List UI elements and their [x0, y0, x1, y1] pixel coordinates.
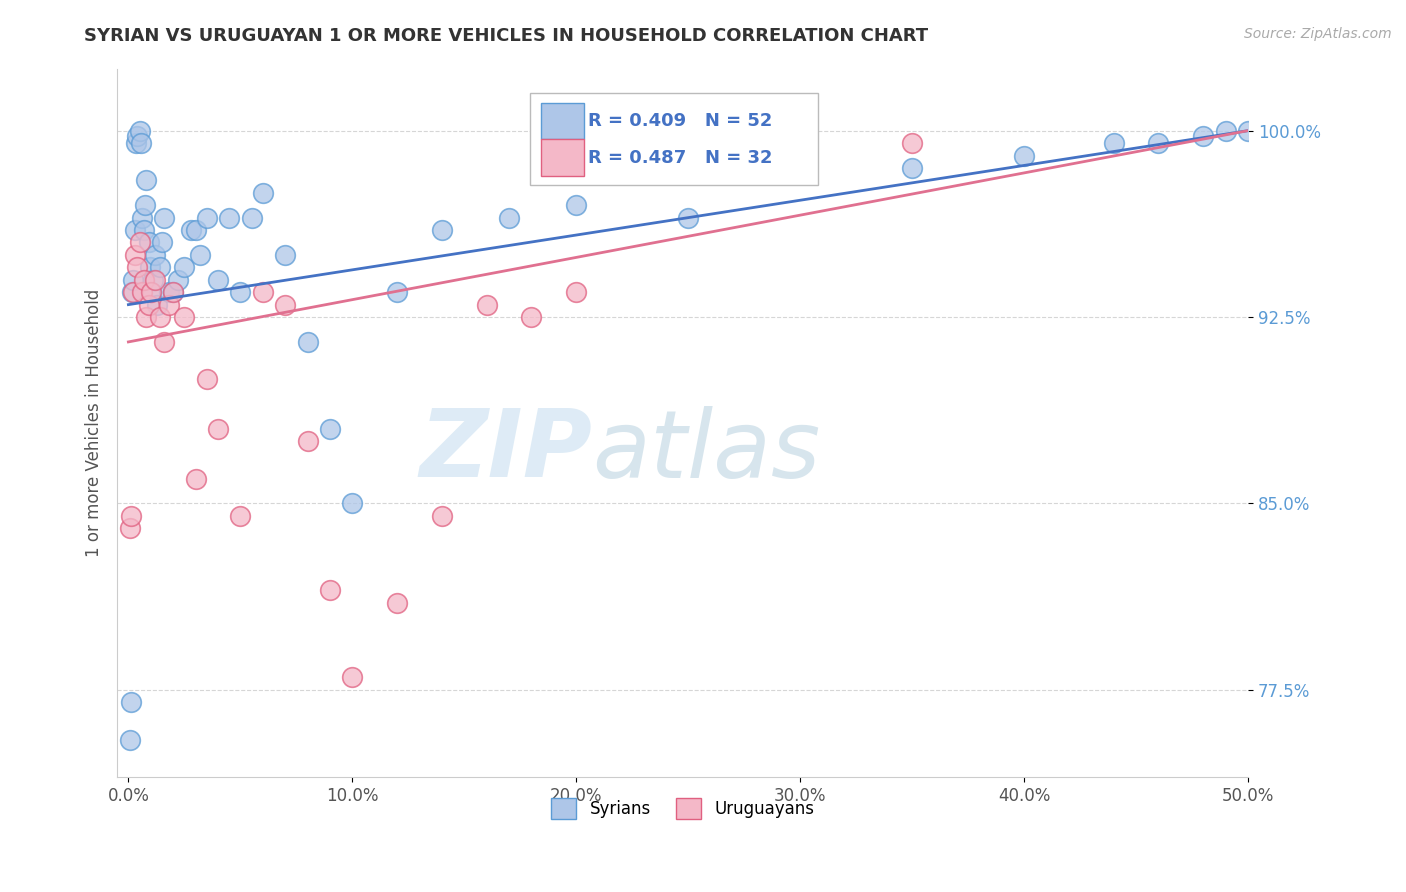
Text: atlas: atlas [592, 406, 820, 497]
Point [131, 211, 153, 225]
Point [385, 596, 408, 610]
Point [195, 211, 218, 225]
Point [143, 273, 166, 287]
Point [162, 285, 184, 300]
Point [135, 310, 157, 324]
Point [138, 235, 160, 250]
Text: R = 0.409   N = 52: R = 0.409 N = 52 [588, 112, 772, 130]
Point [252, 285, 274, 300]
Point [121, 285, 143, 300]
Point [132, 273, 155, 287]
Point [1147, 136, 1170, 150]
Point [901, 136, 924, 150]
Point [121, 273, 143, 287]
Point [124, 248, 146, 262]
Point [319, 422, 342, 436]
Point [138, 260, 160, 275]
Point [157, 285, 180, 300]
Point [188, 248, 211, 262]
Point [195, 372, 218, 386]
Point [218, 211, 240, 225]
Point [252, 186, 274, 200]
Point [342, 496, 364, 510]
Point [1102, 136, 1125, 150]
Text: ZIP: ZIP [419, 405, 592, 497]
Point [153, 334, 176, 349]
Point [430, 223, 453, 237]
Point [127, 128, 149, 143]
Point [149, 310, 172, 324]
Point [124, 223, 146, 237]
FancyBboxPatch shape [530, 94, 818, 186]
Point [901, 161, 924, 175]
Point [134, 198, 156, 212]
Point [139, 285, 162, 300]
Point [1215, 123, 1237, 137]
Point [132, 223, 155, 237]
Point [120, 695, 142, 709]
Point [138, 298, 160, 312]
Point [565, 198, 588, 212]
Point [207, 422, 229, 436]
Point [128, 123, 150, 137]
Point [498, 211, 520, 225]
Point [149, 260, 172, 275]
Point [676, 211, 699, 225]
Point [1012, 148, 1035, 162]
Point [789, 161, 811, 175]
Point [385, 285, 408, 300]
Y-axis label: 1 or more Vehicles in Household: 1 or more Vehicles in Household [86, 289, 103, 557]
FancyBboxPatch shape [541, 103, 585, 139]
Point [150, 235, 173, 250]
Point [120, 508, 142, 523]
FancyBboxPatch shape [541, 139, 585, 177]
Point [297, 434, 319, 449]
Point [229, 508, 252, 523]
Point [121, 285, 143, 300]
Point [207, 273, 229, 287]
Point [143, 248, 166, 262]
Text: Source: ZipAtlas.com: Source: ZipAtlas.com [1244, 27, 1392, 41]
Point [180, 223, 202, 237]
Point [173, 310, 195, 324]
Point [127, 260, 149, 275]
Point [125, 136, 148, 150]
Point [139, 285, 162, 300]
Point [297, 334, 319, 349]
Text: R = 0.487   N = 32: R = 0.487 N = 32 [588, 149, 772, 167]
Point [475, 298, 498, 312]
Point [1192, 128, 1215, 143]
Point [173, 260, 195, 275]
Point [129, 136, 152, 150]
Point [520, 310, 543, 324]
Point [146, 298, 169, 312]
Point [184, 223, 207, 237]
Point [157, 298, 180, 312]
Legend: Syrians, Uruguayans: Syrians, Uruguayans [544, 791, 821, 825]
Point [135, 173, 157, 187]
Point [184, 472, 207, 486]
Point [274, 298, 297, 312]
Point [128, 235, 150, 250]
Point [142, 273, 165, 287]
Point [565, 285, 588, 300]
Point [240, 211, 263, 225]
Point [430, 508, 453, 523]
Point [131, 285, 153, 300]
Point [118, 521, 141, 535]
Point [166, 273, 188, 287]
Point [153, 211, 176, 225]
Point [162, 285, 184, 300]
Point [274, 248, 297, 262]
Point [229, 285, 252, 300]
Point [1237, 123, 1260, 137]
Text: SYRIAN VS URUGUAYAN 1 OR MORE VEHICLES IN HOUSEHOLD CORRELATION CHART: SYRIAN VS URUGUAYAN 1 OR MORE VEHICLES I… [84, 27, 928, 45]
Point [342, 670, 364, 684]
Point [319, 583, 342, 598]
Point [118, 732, 141, 747]
